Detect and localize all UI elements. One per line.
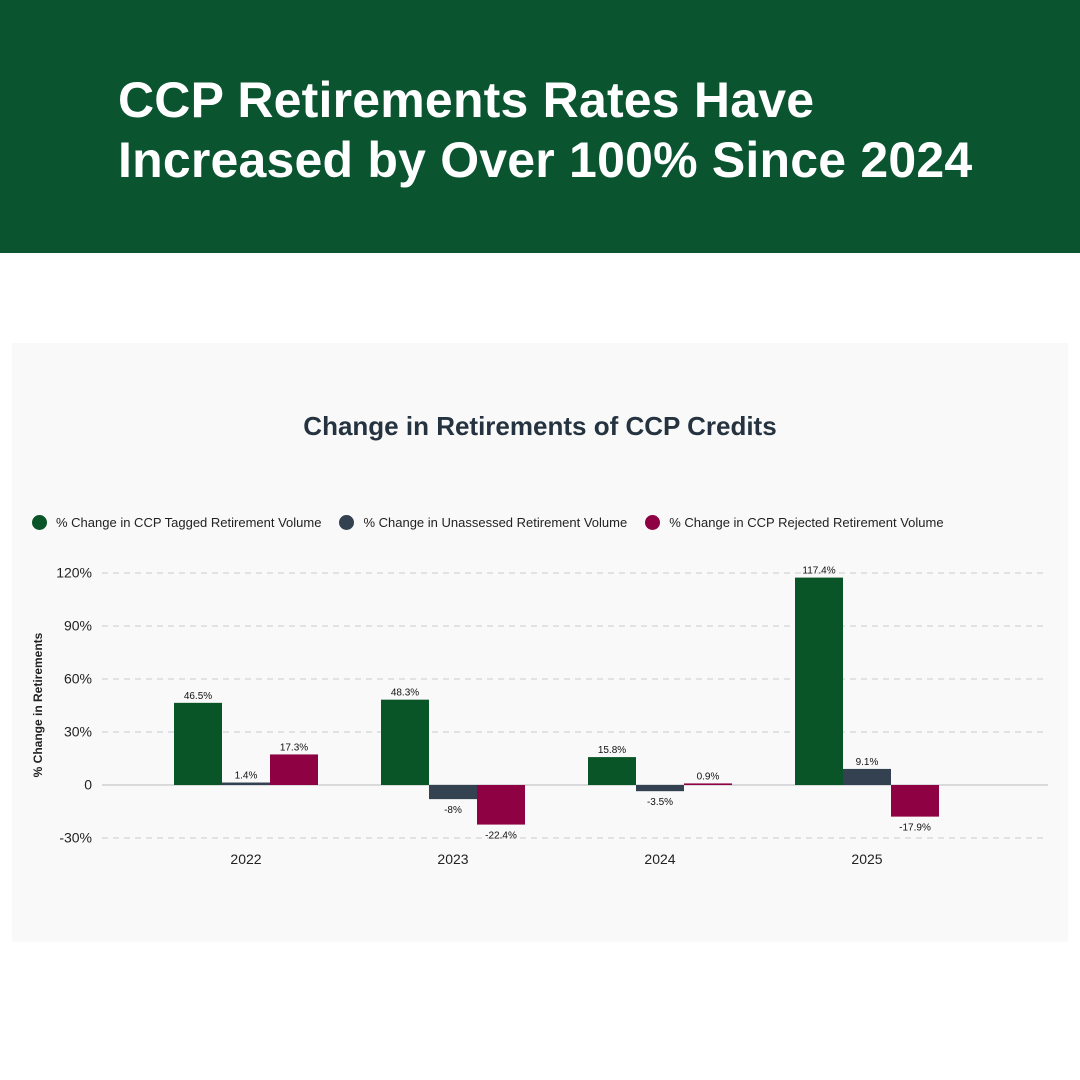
bar-2023-series-1: [429, 785, 477, 800]
bar-2024-series-2: [684, 783, 732, 785]
data-label-2024-series-0: 15.8%: [598, 745, 626, 756]
bar-2022-series-2: [270, 754, 318, 785]
bar-2025-series-2: [891, 785, 939, 817]
chart-card: Change in Retirements of CCP Credits % C…: [12, 343, 1068, 942]
x-tick-label-2022: 2022: [230, 851, 261, 867]
x-tick-label-2023: 2023: [437, 851, 468, 867]
y-tick-label: 120%: [56, 565, 92, 581]
data-label-2025-series-2: -17.9%: [899, 823, 931, 834]
data-label-2025-series-1: 9.1%: [856, 757, 879, 768]
chart-plot: 120% 90% 60% 30% 0 -30% 46.5% 1.4% 17.3% 2022 48.…: [31, 565, 1048, 867]
y-tick-label: -30%: [59, 830, 92, 846]
data-label-2022-series-1: 1.4%: [235, 771, 258, 782]
bar-2025-series-1: [843, 768, 891, 785]
header-banner: CCP Retirements Rates Have Increased by …: [0, 0, 1080, 253]
legend-item-tagged[interactable]: % Change in CCP Tagged Retirement Volume: [32, 514, 322, 530]
legend-item-rejected[interactable]: % Change in CCP Rejected Retirement Volu…: [645, 514, 944, 530]
bar-2024-series-1: [636, 785, 684, 792]
y-axis-title: % Change in Retirements: [31, 632, 45, 777]
bar-2023-series-2: [477, 785, 525, 825]
labels-layer: 46.5% 1.4% 17.3% 2022 48.3% -8% -22.4% 2023 15.8…: [184, 566, 931, 867]
y-tick-label: 90%: [64, 618, 92, 634]
legend-item-unassessed[interactable]: % Change in Unassessed Retirement Volume: [339, 514, 628, 530]
data-label-2024-series-2: 0.9%: [697, 771, 720, 782]
data-label-2024-series-1: -3.5%: [647, 797, 673, 808]
chart-title: Change in Retirements of CCP Credits: [303, 411, 777, 441]
y-tick-label: 0: [84, 777, 92, 793]
chart-legend: % Change in CCP Tagged Retirement Volume…: [32, 512, 962, 532]
data-label-2022-series-0: 46.5%: [184, 691, 212, 702]
bar-2025-series-0: [795, 577, 843, 785]
bars-layer: [174, 577, 939, 825]
x-tick-label-2024: 2024: [644, 851, 675, 867]
bar-2022-series-1: [222, 782, 270, 785]
bar-2022-series-0: [174, 702, 222, 785]
x-tick-label-2025: 2025: [851, 851, 882, 867]
legend-marker-unassessed: [339, 514, 355, 530]
legend-label-tagged: % Change in CCP Tagged Retirement Volume: [56, 514, 322, 530]
legend-label-rejected: % Change in CCP Rejected Retirement Volu…: [669, 514, 944, 530]
y-tick-label: 60%: [64, 671, 92, 687]
legend-label-unassessed: % Change in Unassessed Retirement Volume: [363, 514, 628, 530]
legend-marker-rejected: [645, 514, 661, 530]
y-tick-label: 30%: [64, 724, 92, 740]
data-label-2023-series-1: -8%: [444, 805, 462, 816]
bar-2023-series-0: [381, 699, 429, 785]
bar-2024-series-0: [588, 757, 636, 785]
data-label-2022-series-2: 17.3%: [280, 742, 308, 753]
data-label-2025-series-0: 117.4%: [802, 566, 835, 577]
legend-marker-tagged: [32, 514, 47, 530]
page-title: CCP Retirements Rates Have Increased by …: [118, 72, 973, 188]
data-label-2023-series-2: -22.4%: [485, 831, 517, 842]
data-label-2023-series-0: 48.3%: [391, 688, 419, 699]
